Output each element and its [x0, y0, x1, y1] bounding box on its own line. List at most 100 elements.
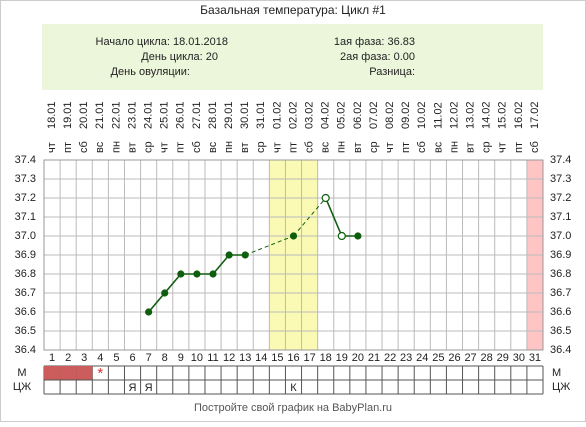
- x-tick-label: 29: [497, 352, 509, 364]
- y-tick-label: 36.4: [15, 344, 36, 356]
- x-tick-label: 8: [162, 352, 168, 364]
- y-tick-label-right: 37.4: [550, 154, 571, 166]
- point: [354, 232, 362, 240]
- x-tick-label: 4: [97, 352, 103, 364]
- weekday-label: сб: [304, 141, 316, 153]
- point: [193, 270, 201, 278]
- date-label: 20.01: [78, 101, 90, 129]
- y-tick-label: 37.1: [15, 211, 36, 223]
- weekday-label: пт: [400, 142, 412, 153]
- x-tick-label: 30: [513, 352, 525, 364]
- date-label: 08.02: [384, 101, 396, 129]
- row-mark: Я: [129, 382, 137, 394]
- x-tick-label: 17: [303, 352, 315, 364]
- date-label: 26.01: [175, 101, 187, 129]
- point: [209, 270, 217, 278]
- weekday-label: вт: [464, 142, 476, 153]
- y-tick-label-right: 36.4: [550, 344, 571, 356]
- date-label: 11.02: [432, 102, 444, 129]
- info-text: День овуляции:: [111, 66, 190, 78]
- weekday-label: вт: [239, 142, 251, 153]
- x-tick-label: 5: [113, 352, 119, 364]
- date-label: 28.01: [207, 101, 219, 129]
- plot-border: [43, 159, 544, 351]
- date-label: 30.01: [239, 101, 251, 129]
- row-mark: К: [290, 382, 297, 394]
- y-tick-label-right: 37.2: [550, 192, 571, 204]
- row-fill: [44, 366, 61, 380]
- y-tick-label: 36.7: [15, 287, 36, 299]
- row-label-right: ЦЖ: [552, 381, 570, 393]
- y-tick-label: 37.4: [15, 154, 36, 166]
- y-tick-label-right: 37.0: [550, 230, 571, 242]
- date-label: 21.01: [94, 101, 106, 129]
- date-label: 06.02: [352, 101, 364, 129]
- date-label: 09.02: [400, 101, 412, 129]
- y-tick-label: 37.2: [15, 192, 36, 204]
- weekday-label: вс: [320, 141, 332, 153]
- x-tick-label: 2: [65, 352, 71, 364]
- date-label: 13.02: [464, 101, 476, 129]
- date-label: 19.01: [62, 101, 74, 129]
- row-fill: [60, 366, 77, 380]
- weekday-label: пн: [336, 141, 348, 153]
- date-label: 15.02: [497, 101, 509, 129]
- date-label: 18.01: [46, 101, 58, 129]
- point: [225, 251, 233, 259]
- y-tick-label: 36.5: [15, 325, 36, 337]
- info-text: 2ая фаза: 0.00: [340, 51, 415, 63]
- weekday-label: чт: [159, 142, 171, 153]
- y-tick-label-right: 36.9: [550, 249, 571, 261]
- weekday-label: сб: [78, 141, 90, 153]
- y-tick-label-right: 36.5: [550, 325, 571, 337]
- row-label: ЦЖ: [13, 381, 31, 393]
- x-tick-label: 13: [239, 352, 251, 364]
- point: [289, 232, 298, 240]
- weekday-label: чт: [384, 142, 396, 153]
- x-tick-label: 24: [416, 352, 428, 364]
- point: [321, 193, 330, 203]
- x-tick-label: 11: [207, 352, 218, 364]
- weekday-label: ср: [481, 141, 493, 153]
- x-tick-label: 3: [81, 352, 87, 364]
- y-tick-label: 37.0: [15, 230, 36, 242]
- x-tick-label: 26: [448, 352, 460, 364]
- y-tick-label-right: 36.7: [550, 287, 571, 299]
- point: [177, 270, 185, 278]
- x-tick-label: 1: [49, 352, 55, 364]
- date-label: 07.02: [368, 101, 380, 129]
- y-tick-label-right: 36.6: [550, 306, 571, 318]
- info-box: [42, 24, 543, 90]
- date-label: 24.01: [143, 101, 155, 129]
- weekday-label: ср: [143, 141, 155, 153]
- weekday-label: пт: [287, 142, 299, 153]
- x-tick-label: 19: [336, 352, 348, 364]
- gap-connector: [245, 235, 294, 256]
- y-tick-label-right: 36.8: [550, 268, 571, 280]
- date-label: 10.02: [416, 101, 428, 129]
- footer: Постройте свой график на BabyPlan.ru: [194, 402, 392, 414]
- weekday-label: пт: [62, 142, 74, 153]
- x-tick-label: 14: [255, 352, 267, 364]
- date-label: 27.01: [191, 101, 203, 129]
- point: [241, 251, 249, 259]
- weekday-label: сб: [191, 141, 203, 153]
- x-tick-label: 18: [320, 352, 332, 364]
- date-label: 04.02: [320, 101, 332, 129]
- date-label: 31.01: [255, 101, 267, 129]
- info-text: Начало цикла: 18.01.2018: [96, 36, 228, 48]
- y-tick-label-right: 37.1: [550, 211, 571, 223]
- x-tick-label: 10: [191, 352, 203, 364]
- y-tick-label: 36.8: [15, 268, 36, 280]
- weekday-label: пт: [513, 142, 525, 153]
- y-tick-label: 37.3: [15, 173, 36, 185]
- x-tick-label: 27: [464, 352, 476, 364]
- point: [161, 289, 169, 297]
- row-mark: *: [97, 365, 103, 382]
- weekday-label: ср: [368, 141, 380, 153]
- x-tick-label: 22: [384, 352, 396, 364]
- weekday-label: чт: [497, 142, 509, 153]
- info-text: День цикла: 20: [141, 51, 218, 63]
- date-label: 25.01: [159, 101, 171, 129]
